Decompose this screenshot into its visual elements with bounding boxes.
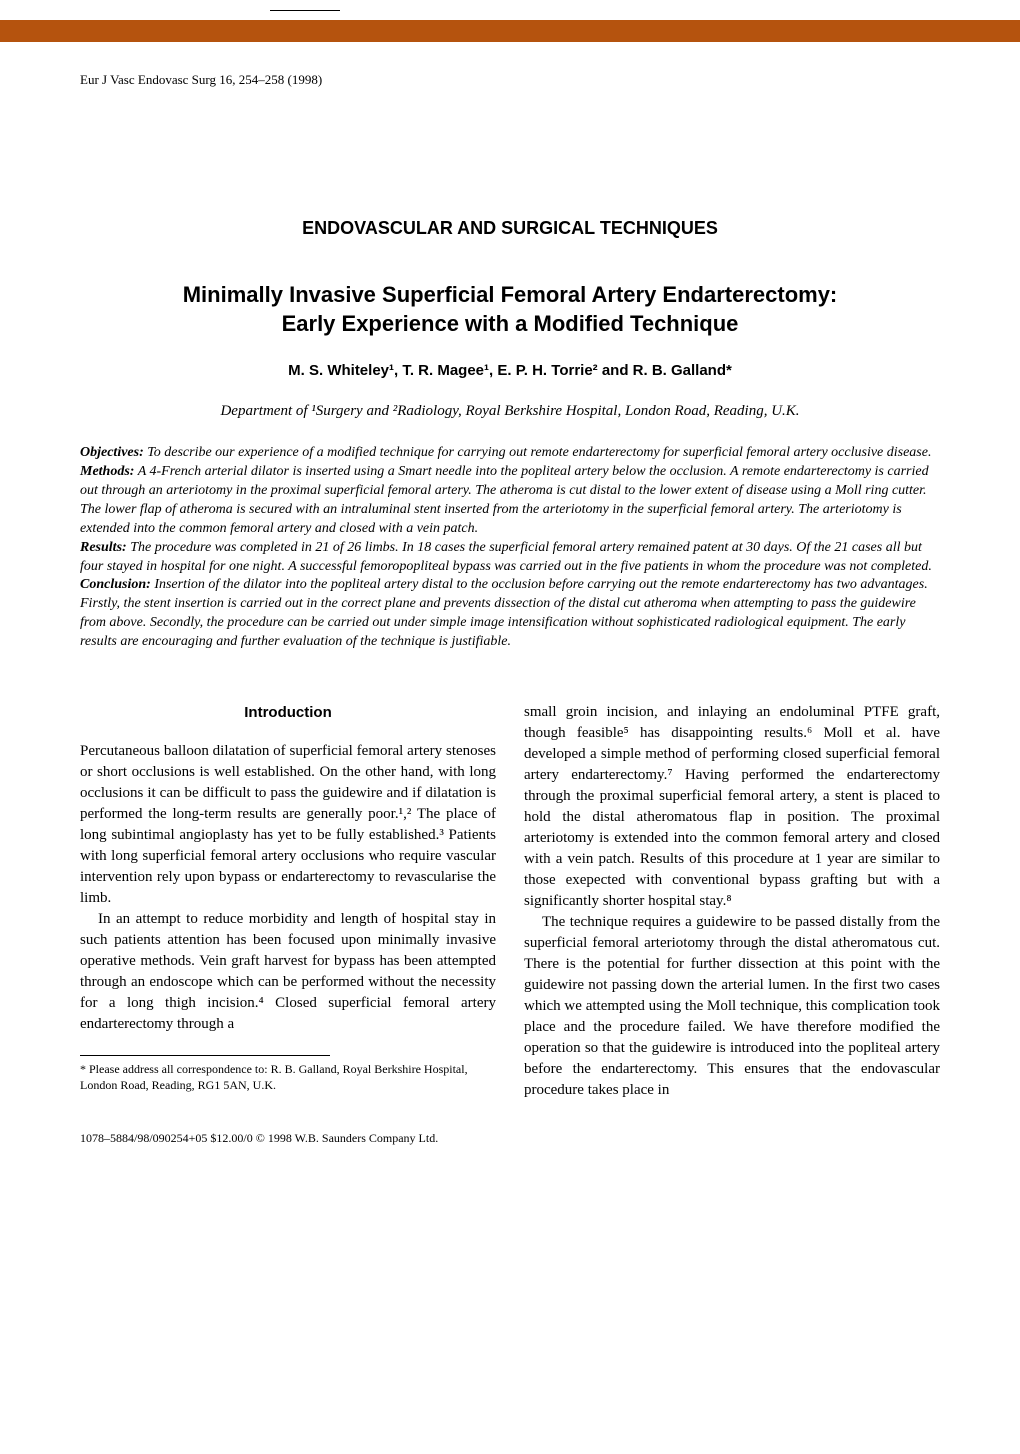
title-line-2: Early Experience with a Modified Techniq… bbox=[282, 311, 739, 336]
objectives-text: To describe our experience of a modified… bbox=[144, 445, 932, 460]
page-content: Eur J Vasc Endovasc Surg 16, 254–258 (19… bbox=[0, 42, 1020, 1186]
crop-marks bbox=[0, 0, 1020, 20]
article-title: Minimally Invasive Superficial Femoral A… bbox=[80, 281, 940, 338]
results-text: The procedure was completed in 21 of 26 … bbox=[80, 540, 932, 574]
methods-label: Methods: bbox=[80, 464, 134, 479]
affiliation: Department of ¹Surgery and ²Radiology, R… bbox=[80, 403, 940, 420]
correspondence-footnote: * Please address all correspondence to: … bbox=[80, 1062, 496, 1093]
right-column: small groin incision, and inlaying an en… bbox=[524, 702, 940, 1101]
introduction-heading: Introduction bbox=[80, 702, 496, 723]
right-para-2: The technique requires a guidewire to be… bbox=[524, 912, 940, 1101]
results-label: Results: bbox=[80, 540, 127, 555]
body-columns: Introduction Percutaneous balloon dilata… bbox=[80, 702, 940, 1101]
methods-text: A 4-French arterial dilator is inserted … bbox=[80, 464, 929, 536]
conclusion-label: Conclusion: bbox=[80, 577, 151, 592]
header-bar bbox=[0, 20, 1020, 42]
left-para-2: In an attempt to reduce morbidity and le… bbox=[80, 909, 496, 1035]
section-heading: ENDOVASCULAR AND SURGICAL TECHNIQUES bbox=[80, 218, 940, 239]
abstract-results: Results: The procedure was completed in … bbox=[80, 539, 940, 577]
copyright-line: 1078–5884/98/090254+05 $12.00/0 © 1998 W… bbox=[80, 1131, 940, 1146]
left-para-1: Percutaneous balloon dilatation of super… bbox=[80, 741, 496, 909]
authors: M. S. Whiteley¹, T. R. Magee¹, E. P. H. … bbox=[80, 362, 940, 379]
journal-reference: Eur J Vasc Endovasc Surg 16, 254–258 (19… bbox=[80, 72, 940, 88]
abstract: Objectives: To describe our experience o… bbox=[80, 444, 940, 652]
left-column: Introduction Percutaneous balloon dilata… bbox=[80, 702, 496, 1101]
right-para-1: small groin incision, and inlaying an en… bbox=[524, 702, 940, 912]
abstract-conclusion: Conclusion: Insertion of the dilator int… bbox=[80, 576, 940, 652]
abstract-objectives: Objectives: To describe our experience o… bbox=[80, 444, 940, 463]
conclusion-text: Insertion of the dilator into the poplit… bbox=[80, 577, 928, 649]
abstract-methods: Methods: A 4-French arterial dilator is … bbox=[80, 463, 940, 539]
footnote-separator bbox=[80, 1055, 330, 1056]
objectives-label: Objectives: bbox=[80, 445, 144, 460]
title-line-1: Minimally Invasive Superficial Femoral A… bbox=[183, 282, 838, 307]
